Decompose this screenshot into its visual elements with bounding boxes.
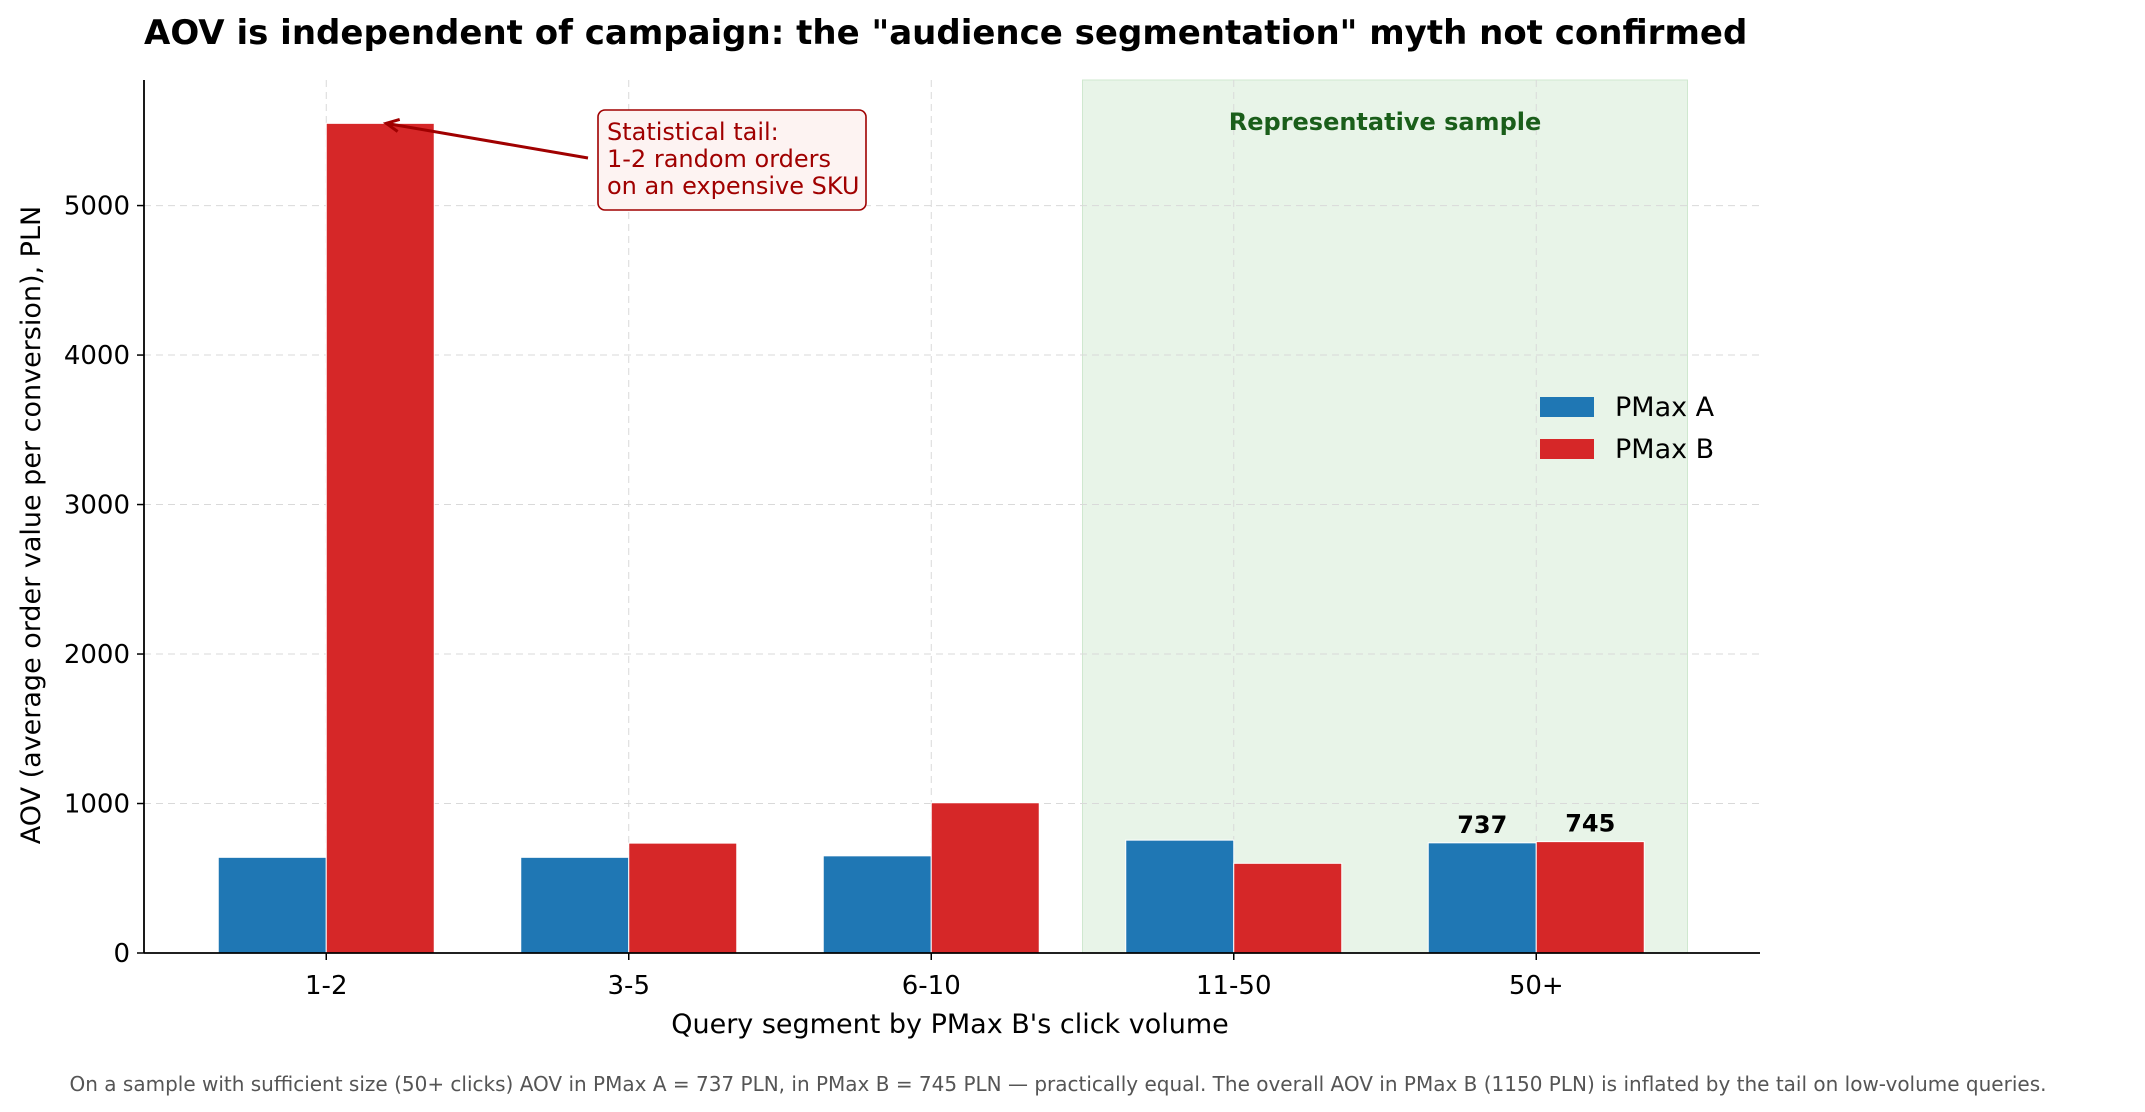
x-tick-label-1-2: 1-2 xyxy=(305,971,347,1001)
y-tick-label: 4000 xyxy=(64,341,130,371)
y-axis-label: AOV (average order value per conversion)… xyxy=(16,206,47,844)
legend-label-pmax-b: PMax B xyxy=(1615,434,1714,465)
x-tick-label-11-50: 11-50 xyxy=(1196,971,1272,1001)
legend-label-pmax-a: PMax A xyxy=(1615,392,1715,423)
bar-pmax-a-6-10 xyxy=(822,855,932,954)
y-tick-label: 5000 xyxy=(64,192,130,222)
annotation-arrow xyxy=(385,121,589,160)
x-tick-label-6-10: 6-10 xyxy=(902,971,961,1001)
bar-pmax-b-50+ xyxy=(1535,841,1645,954)
bar-pmax-b-3-5 xyxy=(628,842,738,954)
data-label-745: 745 xyxy=(1565,810,1615,838)
x-tick-label-3-5: 3-5 xyxy=(608,971,650,1001)
bar-pmax-a-50+ xyxy=(1427,842,1537,954)
x-axis-label: Query segment by PMax B's click volume xyxy=(671,1009,1229,1040)
legend-swatch-pmax-a xyxy=(1540,397,1594,417)
y-tick-label: 2000 xyxy=(64,640,130,670)
data-label-737: 737 xyxy=(1457,811,1507,839)
footnote: On a sample with sufficient size (50+ cl… xyxy=(70,1072,2047,1096)
chart-title: AOV is independent of campaign: the "aud… xyxy=(144,13,1747,53)
representative-sample-label: Representative sample xyxy=(1229,108,1542,136)
bar-pmax-a-3-5 xyxy=(520,856,630,954)
annotation-line-1: Statistical tail: xyxy=(607,118,779,146)
bar-pmax-b-1-2 xyxy=(325,122,435,954)
legend-swatch-pmax-b xyxy=(1540,439,1594,459)
bar-pmax-a-11-50 xyxy=(1125,839,1235,954)
representative-sample-region xyxy=(1082,79,1688,954)
bar-pmax-a-1-2 xyxy=(217,856,327,954)
annotation-line-2: 1-2 random orders xyxy=(607,145,831,173)
annotation-arrowhead xyxy=(382,118,401,133)
legend: PMax A PMax B xyxy=(1540,392,1715,465)
y-tick-label: 1000 xyxy=(64,790,130,820)
annotation-box xyxy=(597,109,867,211)
y-tick-label: 3000 xyxy=(64,491,130,521)
bar-pmax-b-11-50 xyxy=(1233,862,1343,954)
x-tick-label-50+: 50+ xyxy=(1509,971,1564,1001)
bar-pmax-b-6-10 xyxy=(930,802,1040,954)
annotation-callout: Statistical tail: 1-2 random orders on a… xyxy=(382,109,867,211)
annotation-line-3: on an expensive SKU xyxy=(607,172,860,200)
y-tick-label: 0 xyxy=(113,939,130,969)
